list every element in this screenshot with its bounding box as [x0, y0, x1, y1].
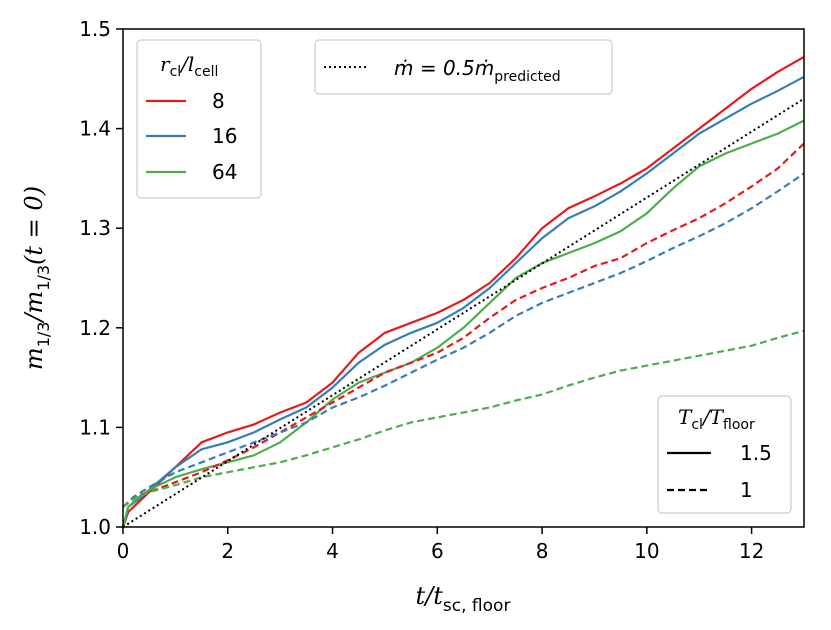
series-line-r64-t1	[122, 329, 805, 508]
x-tick-label: 12	[739, 539, 764, 563]
x-tick-label: 0	[117, 539, 130, 563]
x-tick-label: 4	[326, 539, 339, 563]
series-line-r8-t1-5	[121, 55, 805, 528]
y-tick-label: 1.1	[79, 415, 111, 439]
x-axis-label-main: t/t	[416, 582, 444, 610]
plot-lines	[121, 55, 805, 528]
legend-temperature-box	[657, 395, 792, 514]
legend-resolution-title: rcl/lcell	[160, 52, 218, 80]
series-line-r16-t1	[122, 172, 805, 508]
y-tick-label: 1.0	[79, 515, 111, 539]
x-tick-label: 8	[536, 539, 549, 563]
legend-label-reference: ṁ = 0.5ṁpredicted	[394, 56, 561, 85]
series-line-r64-t1-5	[121, 119, 805, 528]
series-line-r16-t1-5	[121, 75, 805, 528]
y-tick-label: 1.3	[79, 216, 111, 240]
x-tick-label: 2	[221, 539, 234, 563]
legend-resolution-box	[136, 39, 262, 199]
series-line-0-5-predicted	[122, 97, 805, 528]
y-tick-label: 1.2	[79, 316, 111, 340]
legend-label-1: 1	[740, 478, 753, 502]
x-axis-label: t/tsc, floor	[416, 582, 511, 616]
x-tick-label: 10	[634, 539, 659, 563]
axis-ticks: 0 2 4 6 8 10 12 1.0 1.1 1.2 1.3 1.4 1.5	[79, 17, 764, 563]
legend-label-64: 64	[212, 160, 237, 184]
y-axis-label: m1/3/m1/3(t = 0)	[20, 186, 53, 370]
y-tick-label: 1.4	[79, 117, 111, 141]
legend-label-1-5: 1.5	[740, 441, 772, 465]
y-tick-label: 1.5	[79, 17, 111, 41]
legend-temperature-title: Tcl/Tfloor	[678, 405, 755, 433]
legend-temperature: Tcl/Tfloor 1.5 1	[657, 395, 792, 514]
x-axis-label-sub: sc, floor	[443, 596, 511, 616]
plot-frame	[122, 28, 805, 528]
legend-label-16: 16	[212, 124, 237, 148]
legend-reference: ṁ = 0.5ṁpredicted	[314, 39, 613, 95]
legend-resolution: rcl/lcell 8 16 64	[136, 39, 262, 199]
legend-reference-box	[314, 39, 613, 95]
series-line-r8-t1	[122, 142, 805, 508]
legend-label-8: 8	[212, 89, 225, 113]
x-tick-label: 6	[431, 539, 444, 563]
